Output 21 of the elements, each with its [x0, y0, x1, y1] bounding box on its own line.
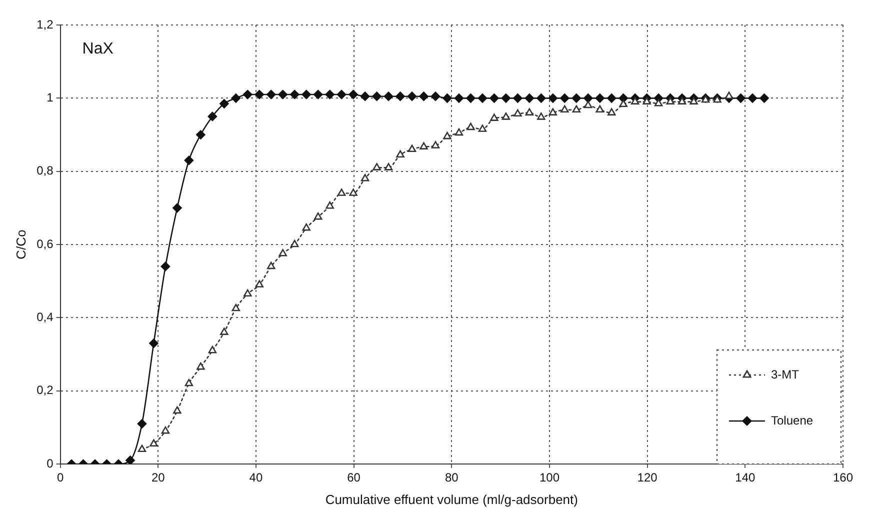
legend-label: 3-MT: [771, 367, 800, 382]
x-axis-title: Cumulative effuent volume (ml/g-adsorbent): [325, 492, 578, 507]
x-tick-label: 140: [735, 470, 756, 485]
y-tick-label: 0,6: [36, 236, 54, 251]
x-tick-label: 120: [637, 470, 658, 485]
legend-label: Toluene: [771, 413, 814, 428]
y-tick-label: 1: [46, 90, 54, 104]
x-tick-label: 0: [56, 470, 64, 485]
x-tick-label: 160: [832, 470, 854, 485]
y-axis-title: C/Co: [13, 230, 28, 260]
y-tick-label: 0,8: [36, 164, 54, 178]
x-tick-label: 80: [444, 470, 459, 485]
y-tick-label: 1,2: [36, 17, 54, 32]
x-tick-label: 40: [249, 470, 263, 485]
x-tick-label: 60: [347, 470, 361, 485]
x-tick-label: 100: [539, 470, 560, 485]
y-tick-label: 0,4: [36, 310, 54, 324]
y-tick-label: 0: [46, 456, 54, 470]
x-tick-label: 20: [151, 470, 166, 485]
y-tick-label: 0,2: [36, 383, 54, 398]
annotation: NaX: [82, 40, 114, 58]
